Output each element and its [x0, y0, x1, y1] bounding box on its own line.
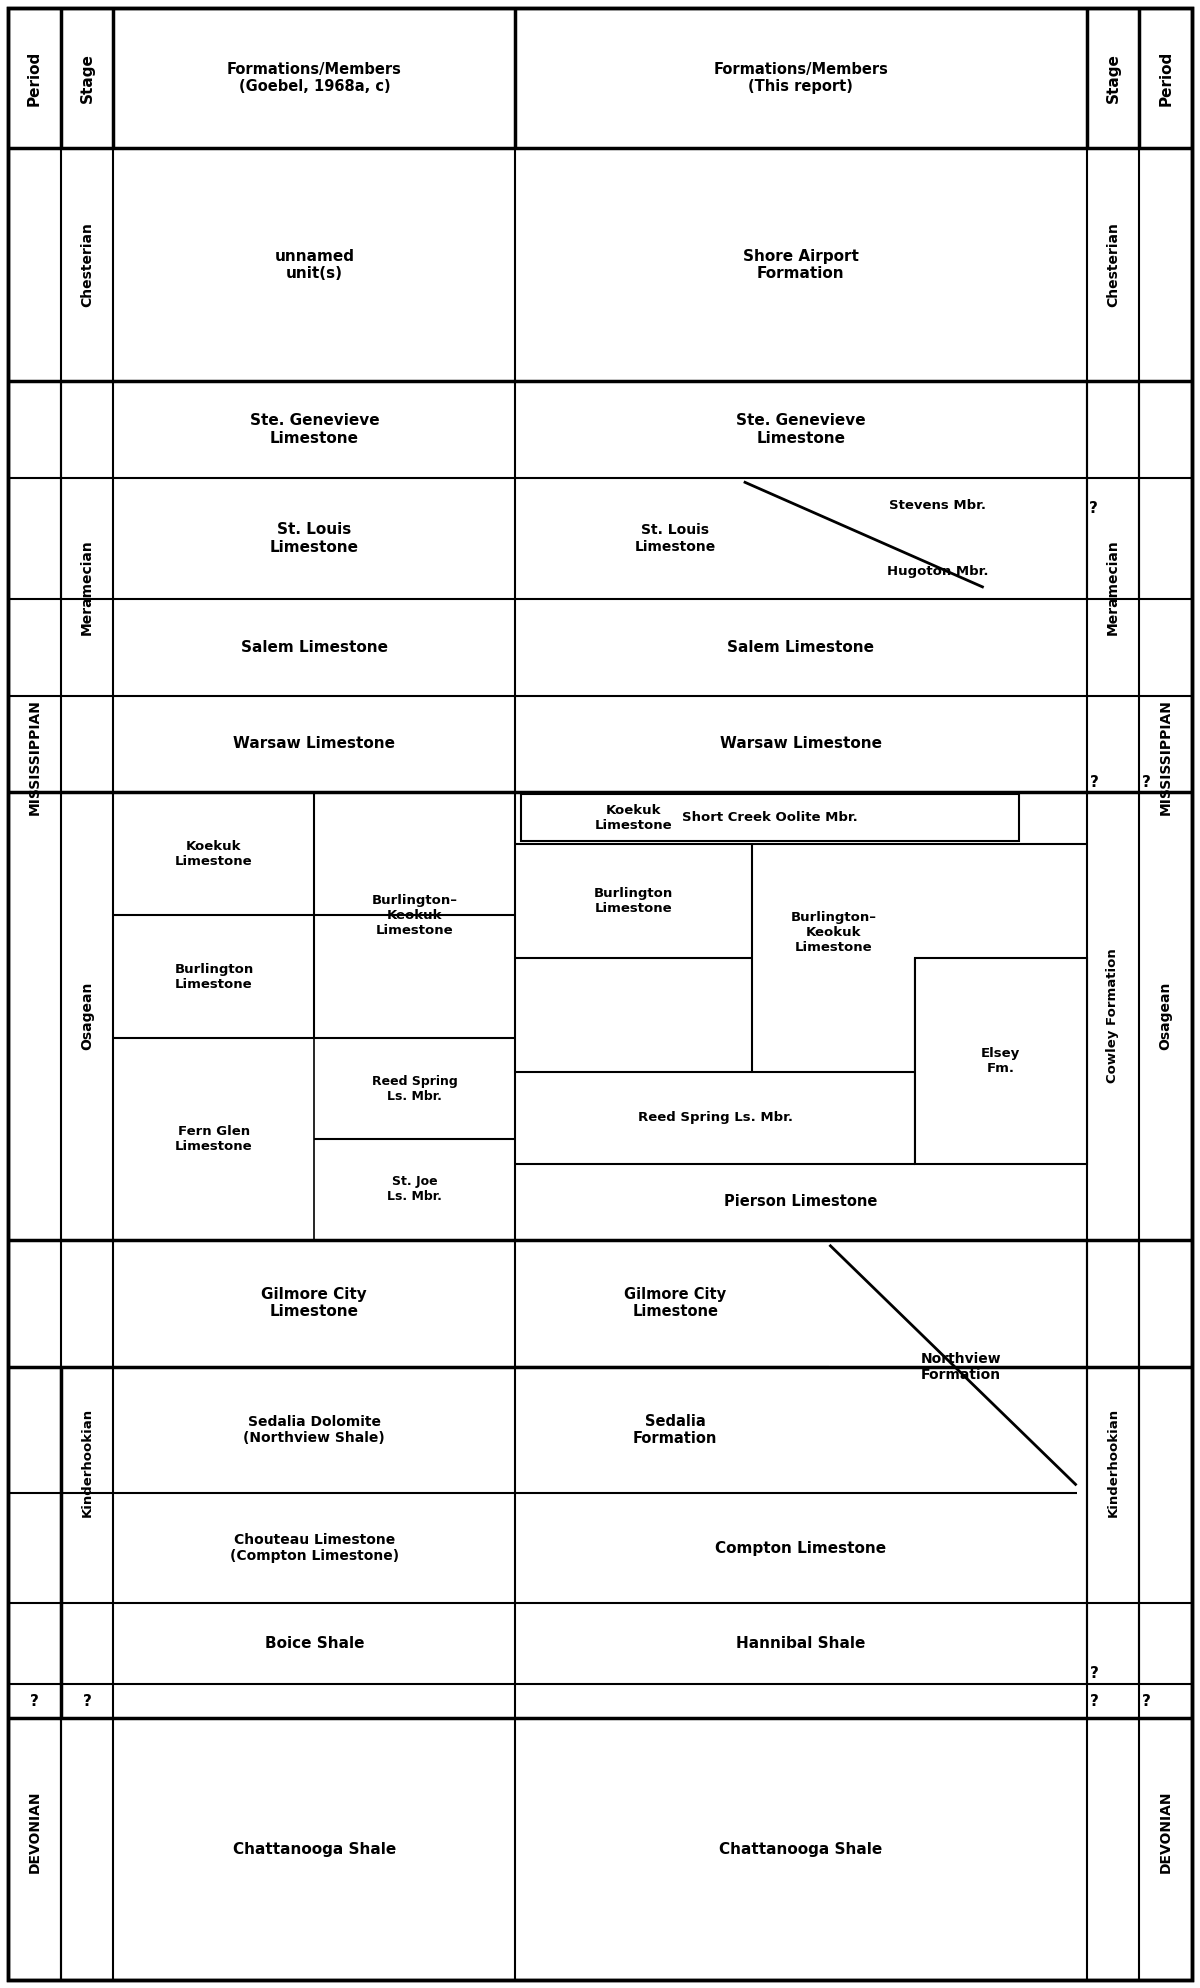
Bar [916, 958, 1086, 1163]
Text: Shore Airport
Formation: Shore Airport Formation [743, 248, 859, 280]
Text: Short Creek Oolite Mbr.: Short Creek Oolite Mbr. [683, 811, 858, 823]
Text: Sedalia
Formation: Sedalia Formation [634, 1413, 718, 1445]
Text: Formations/Members
(Goebel, 1968a, c): Formations/Members (Goebel, 1968a, c) [227, 62, 402, 93]
Text: Chouteau Limestone
(Compton Limestone): Chouteau Limestone (Compton Limestone) [229, 1533, 398, 1563]
Text: Compton Limestone: Compton Limestone [715, 1541, 887, 1557]
Text: ?: ? [1142, 775, 1151, 789]
Text: Koekuk
Limestone: Koekuk Limestone [175, 839, 253, 867]
Text: Osagean: Osagean [80, 982, 94, 1050]
Text: ?: ? [1142, 1694, 1151, 1708]
Text: Salem Limestone: Salem Limestone [241, 640, 388, 656]
Text: Burlington
Limestone: Burlington Limestone [594, 887, 673, 914]
Text: Warsaw Limestone: Warsaw Limestone [720, 736, 882, 751]
Text: Chesterian: Chesterian [1106, 223, 1120, 308]
Text: Warsaw Limestone: Warsaw Limestone [233, 736, 395, 751]
Text: Chattanooga Shale: Chattanooga Shale [233, 1841, 396, 1857]
Text: Pierson Limestone: Pierson Limestone [725, 1195, 877, 1209]
Text: Meramecian: Meramecian [80, 539, 94, 634]
Text: Gilmore City
Limestone: Gilmore City Limestone [262, 1286, 367, 1320]
Text: Stevens Mbr.: Stevens Mbr. [889, 499, 986, 513]
Text: DEVONIAN: DEVONIAN [1159, 1791, 1172, 1873]
Text: Ste. Genevieve
Limestone: Ste. Genevieve Limestone [736, 414, 865, 445]
Text: Stage: Stage [1105, 54, 1121, 103]
Text: Kinderhookian: Kinderhookian [80, 1408, 94, 1517]
Text: Meramecian: Meramecian [1106, 539, 1120, 634]
Text: Hugoton Mbr.: Hugoton Mbr. [887, 565, 989, 579]
Text: Hannibal Shale: Hannibal Shale [737, 1636, 865, 1652]
Text: Burlington–
Keokuk
Limestone: Burlington– Keokuk Limestone [791, 911, 877, 954]
Text: unnamed
unit(s): unnamed unit(s) [275, 248, 354, 280]
Text: Period: Period [1158, 50, 1174, 105]
Text: St. Louis
Limestone: St. Louis Limestone [270, 523, 359, 555]
Text: St. Louis
Limestone: St. Louis Limestone [635, 523, 716, 555]
Text: ?: ? [1088, 501, 1098, 515]
Text: ?: ? [30, 1694, 38, 1708]
Text: Ste. Genevieve
Limestone: Ste. Genevieve Limestone [250, 414, 379, 445]
Text: Reed Spring
Ls. Mbr.: Reed Spring Ls. Mbr. [372, 1076, 457, 1103]
Text: Burlington–
Keokuk
Limestone: Burlington– Keokuk Limestone [372, 895, 458, 936]
Text: MISSISSIPPIAN: MISSISSIPPIAN [1159, 700, 1172, 815]
Text: ?: ? [83, 1694, 91, 1708]
Text: Elsey
Fm.: Elsey Fm. [982, 1048, 1020, 1076]
Text: ?: ? [1090, 1694, 1098, 1708]
Text: Osagean: Osagean [1159, 982, 1172, 1050]
Text: Formations/Members
(This report): Formations/Members (This report) [714, 62, 888, 93]
Text: Chattanooga Shale: Chattanooga Shale [719, 1841, 882, 1857]
Text: Cowley Formation: Cowley Formation [1106, 948, 1120, 1083]
Text: Boice Shale: Boice Shale [265, 1636, 364, 1652]
Text: Burlington
Limestone: Burlington Limestone [174, 962, 253, 990]
Text: Northview
Formation: Northview Formation [920, 1352, 1001, 1382]
Text: DEVONIAN: DEVONIAN [28, 1791, 41, 1873]
Text: Stage: Stage [79, 54, 95, 103]
Text: MISSISSIPPIAN: MISSISSIPPIAN [28, 700, 41, 815]
Text: Salem Limestone: Salem Limestone [727, 640, 875, 656]
Bar [521, 793, 1019, 841]
Text: Chesterian: Chesterian [80, 223, 94, 308]
Text: Fern Glen
Limestone: Fern Glen Limestone [175, 1125, 253, 1153]
Text: Kinderhookian: Kinderhookian [1106, 1408, 1120, 1517]
Text: St. Joe
Ls. Mbr.: St. Joe Ls. Mbr. [388, 1175, 443, 1203]
Text: ?: ? [1090, 1666, 1098, 1682]
Text: Gilmore City
Limestone: Gilmore City Limestone [624, 1286, 726, 1320]
Text: ?: ? [1090, 775, 1098, 789]
Text: Reed Spring Ls. Mbr.: Reed Spring Ls. Mbr. [637, 1111, 793, 1125]
Text: Koekuk
Limestone: Koekuk Limestone [595, 803, 673, 831]
Text: Period: Period [26, 50, 42, 105]
Text: Sedalia Dolomite
(Northview Shale): Sedalia Dolomite (Northview Shale) [244, 1415, 385, 1445]
